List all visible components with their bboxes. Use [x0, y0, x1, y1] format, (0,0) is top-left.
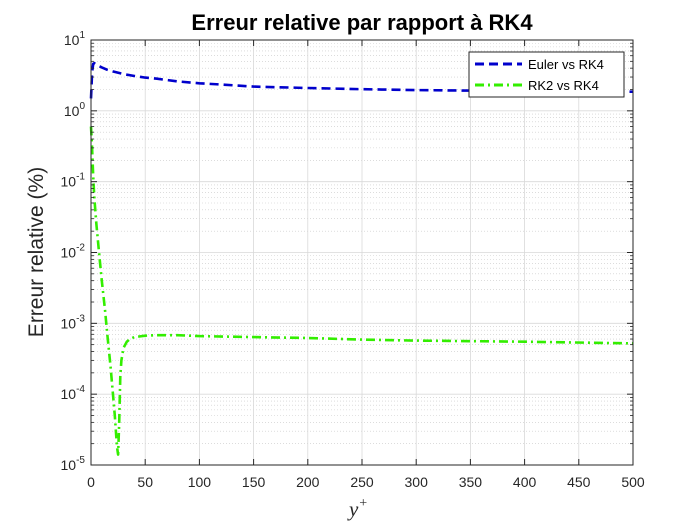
- x-tick-label: 400: [513, 474, 537, 490]
- y-tick-label-base: 10: [61, 245, 77, 261]
- y-tick-label-base: 10: [64, 103, 80, 119]
- series-line-1: [89, 126, 634, 456]
- x-tick-label: 200: [296, 474, 320, 490]
- y-tick-label: 10-3: [61, 313, 86, 331]
- x-tick-label: 300: [405, 474, 429, 490]
- legend: Euler vs RK4 RK2 vs RK4: [468, 51, 625, 98]
- chart-title: Erreur relative par rapport à RK4: [191, 10, 533, 35]
- series-line-0: [89, 61, 634, 99]
- x-tick-label: 150: [242, 474, 266, 490]
- y-tick-label-exponent: 0: [79, 101, 85, 112]
- x-axis-label-sup: +: [358, 496, 367, 511]
- axis-ticks: [90, 39, 634, 466]
- x-tick-label: 250: [350, 474, 374, 490]
- y-tick-label-exponent: -2: [76, 243, 85, 254]
- y-axis-label: Erreur relative (%): [25, 167, 48, 337]
- y-tick-label-exponent: -4: [76, 384, 85, 395]
- x-axis-label: y+: [347, 496, 368, 521]
- y-tick-label: 10-1: [61, 172, 86, 190]
- y-tick-label-base: 10: [61, 174, 77, 190]
- y-tick-label: 10-2: [61, 243, 86, 261]
- x-tick-label: 100: [188, 474, 212, 490]
- y-tick-label-base: 10: [61, 457, 77, 473]
- y-tick-label: 101: [64, 30, 86, 48]
- y-tick-label-exponent: 1: [79, 30, 85, 41]
- x-tick-label: 450: [567, 474, 591, 490]
- legend-label-rk2: RK2 vs RK4: [528, 78, 599, 93]
- y-tick-label-base: 10: [61, 386, 77, 402]
- y-tick-label-exponent: -1: [76, 172, 85, 183]
- x-axis-label-main: y: [347, 497, 359, 521]
- y-tick-label: 10-5: [61, 455, 86, 473]
- x-tick-label: 0: [87, 474, 95, 490]
- y-tick-label-base: 10: [61, 315, 77, 331]
- series-layer: [89, 61, 634, 456]
- y-tick-label-exponent: -5: [76, 455, 85, 466]
- x-tick-label: 500: [621, 474, 645, 490]
- x-tick-label: 350: [459, 474, 483, 490]
- y-tick-label: 10-4: [61, 384, 86, 402]
- x-tick-label: 50: [137, 474, 153, 490]
- y-tick-label-exponent: -3: [76, 313, 85, 324]
- y-tick-label-base: 10: [64, 32, 80, 48]
- legend-box: [468, 51, 625, 98]
- y-tick-label: 100: [64, 101, 86, 119]
- legend-label-euler: Euler vs RK4: [528, 57, 604, 72]
- x-tick-labels: 0 50 100 150 200 250 300 350 400 450 500: [87, 474, 645, 490]
